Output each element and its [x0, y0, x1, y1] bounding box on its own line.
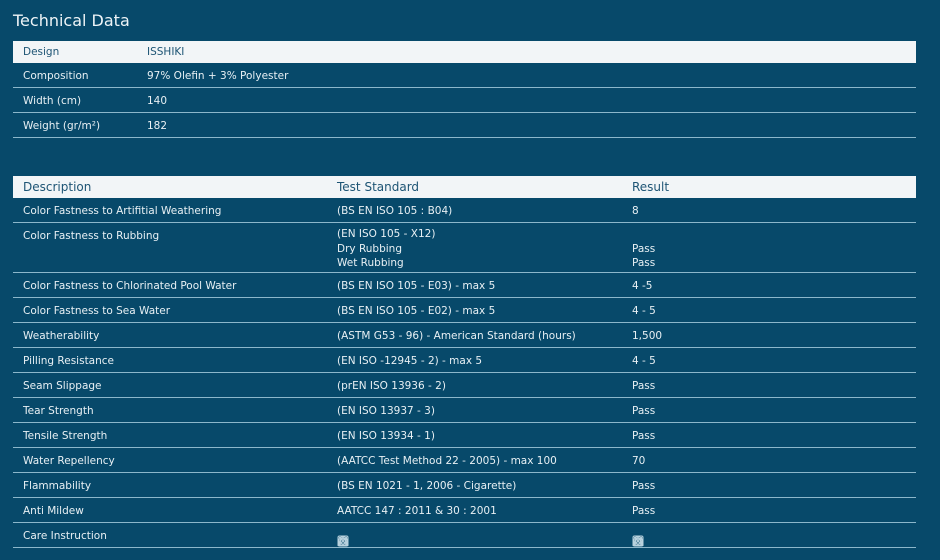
row-description: Tear Strength: [23, 405, 94, 417]
row-standard: AATCC 147 : 2011 & 30 : 2001: [337, 505, 497, 517]
row-description: Tensile Strength: [23, 430, 108, 442]
sub-result: Pass: [632, 257, 656, 269]
row-result: 4 -5: [632, 280, 653, 292]
tests-table: Description Test Standard Result Color F…: [13, 176, 916, 548]
table-row: Weatherability (ASTM G53 - 96) - American…: [13, 323, 916, 348]
row-standard: (AATCC Test Method 22 - 2005) - max 100: [337, 455, 557, 467]
table-row: Tensile Strength (EN ISO 13934 - 1) Pass: [13, 423, 916, 448]
row-description: Water Repellency: [23, 455, 115, 467]
row-result: 70: [632, 455, 646, 467]
row-value: 97% Olefin + 3% Polyester: [147, 70, 289, 82]
row-standard: (EN ISO 13937 - 3): [337, 405, 435, 417]
row-result: Pass: [632, 430, 656, 442]
row-standard: (EN ISO 13934 - 1): [337, 430, 435, 442]
row-standard: (ASTM G53 - 96) - American Standard (hou…: [337, 330, 576, 342]
row-description: Weatherability: [23, 330, 100, 342]
row-result: Pass: [632, 380, 656, 392]
row-label: Weight (gr/m²): [23, 120, 101, 132]
row-standard: (BS EN ISO 105 - E03) - max 5: [337, 280, 496, 292]
row-result: 1,500: [632, 330, 663, 342]
specs-header-row: Design ISSHIKI: [13, 41, 916, 63]
table-row: Color Fastness to Chlorinated Pool Water…: [13, 273, 916, 298]
sub-label: Wet Rubbing: [337, 257, 404, 269]
row-value: 182: [147, 120, 168, 132]
table-row: Composition 97% Olefin + 3% Polyester: [13, 63, 916, 88]
header-result: Result: [632, 180, 670, 194]
table-row: Color Fastness to Artifitial Weathering (…: [13, 198, 916, 223]
table-row: Anti Mildew AATCC 147 : 2011 & 30 : 2001 P…: [13, 498, 916, 523]
tumble-dry-icon: [632, 535, 644, 550]
row-standard: (EN ISO 105 - X12): [337, 228, 436, 240]
row-description: Pilling Resistance: [23, 355, 115, 367]
page-title: Technical Data: [13, 11, 130, 30]
table-row: Flammability (BS EN 1021 - 1, 2006 - Ciga…: [13, 473, 916, 498]
row-description: Anti Mildew: [23, 505, 84, 517]
row-value: 140: [147, 95, 168, 107]
row-result: Pass: [632, 480, 656, 492]
row-result: 8: [632, 205, 639, 217]
row-standard: (BS EN ISO 105 - E02) - max 5: [337, 305, 496, 317]
row-result: Pass: [632, 405, 656, 417]
row-description: Color Fastness to Chlorinated Pool Water: [23, 280, 237, 292]
header-standard: Test Standard: [337, 180, 420, 194]
sub-label: Dry Rubbing: [337, 243, 402, 255]
header-description: Description: [23, 180, 92, 194]
row-label: Width (cm): [23, 95, 82, 107]
specs-table: Design ISSHIKI Composition 97% Olefin + 3…: [13, 41, 916, 138]
table-row-care: Care Instruction: [13, 523, 916, 548]
table-row: Seam Slippage (prEN ISO 13936 - 2) Pass: [13, 373, 916, 398]
row-result: 4 - 5: [632, 305, 656, 317]
tumble-dry-icon: [337, 535, 349, 550]
row-result: Pass: [632, 505, 656, 517]
table-row: Pilling Resistance (EN ISO -12945 - 2) - …: [13, 348, 916, 373]
tests-header-row: Description Test Standard Result: [13, 176, 916, 198]
table-row: Tear Strength (EN ISO 13937 - 3) Pass: [13, 398, 916, 423]
table-row: Color Fastness to Sea Water (BS EN ISO 10…: [13, 298, 916, 323]
row-standard: (BS EN ISO 105 : B04): [337, 205, 453, 217]
table-row: Water Repellency (AATCC Test Method 22 - …: [13, 448, 916, 473]
row-standard: (prEN ISO 13936 - 2): [337, 380, 446, 392]
row-description: Color Fastness to Rubbing: [23, 230, 160, 242]
table-row-rubbing: Color Fastness to Rubbing (EN ISO 105 - …: [13, 223, 916, 273]
row-label: Composition: [23, 70, 89, 82]
design-value: ISSHIKI: [147, 46, 185, 58]
row-standard: (BS EN 1021 - 1, 2006 - Cigarette): [337, 480, 517, 492]
sub-result: Pass: [632, 243, 656, 255]
table-row: Width (cm) 140: [13, 88, 916, 113]
row-description: Color Fastness to Artifitial Weathering: [23, 205, 222, 217]
row-description: Color Fastness to Sea Water: [23, 305, 171, 317]
row-description: Flammability: [23, 480, 92, 492]
row-result: 4 - 5: [632, 355, 656, 367]
row-description: Seam Slippage: [23, 380, 102, 392]
row-standard: (EN ISO -12945 - 2) - max 5: [337, 355, 483, 367]
row-description: Care Instruction: [23, 530, 107, 542]
design-label: Design: [23, 46, 60, 58]
table-row: Weight (gr/m²) 182: [13, 113, 916, 138]
